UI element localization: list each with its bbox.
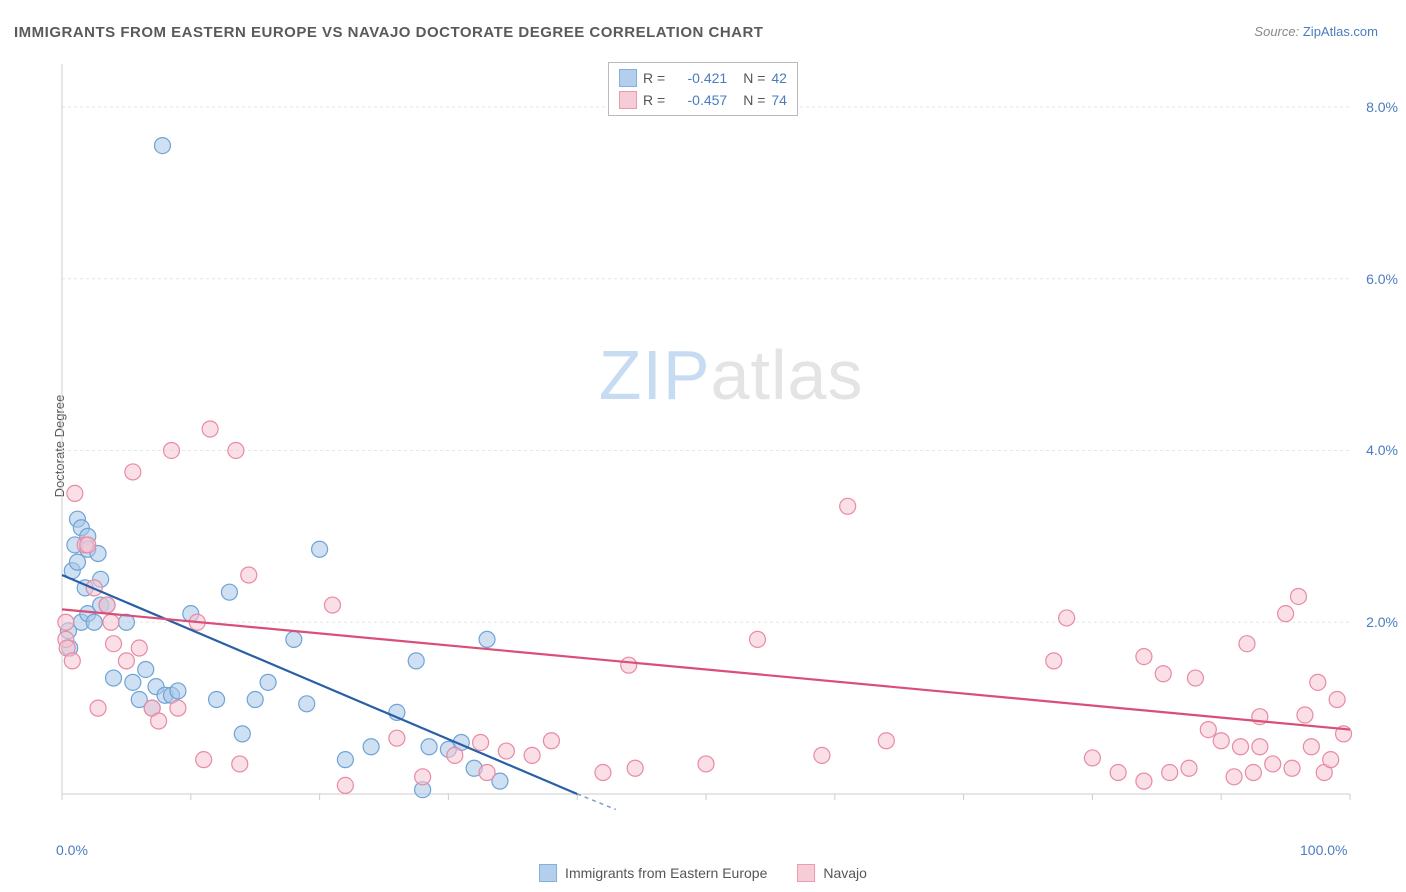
r-value: -0.457 <box>671 92 727 108</box>
x-tick-label: 0.0% <box>56 842 88 858</box>
legend-item: Immigrants from Eastern Europe <box>539 864 767 882</box>
y-tick-label: 2.0% <box>1366 614 1398 630</box>
n-label: N = <box>743 70 765 86</box>
series-name: Immigrants from Eastern Europe <box>565 865 767 881</box>
r-value: -0.421 <box>671 70 727 86</box>
y-tick-label: 4.0% <box>1366 442 1398 458</box>
legend-swatch <box>619 91 637 109</box>
legend-row: R = -0.457 N = 74 <box>619 89 787 111</box>
legend-item: Navajo <box>797 864 867 882</box>
source-link[interactable]: ZipAtlas.com <box>1303 24 1378 39</box>
scatter-chart <box>48 60 1364 830</box>
n-value: 42 <box>771 70 787 86</box>
r-label: R = <box>643 70 665 86</box>
series-name: Navajo <box>823 865 867 881</box>
y-tick-label: 8.0% <box>1366 99 1398 115</box>
series-legend: Immigrants from Eastern Europe Navajo <box>539 864 867 882</box>
legend-swatch <box>619 69 637 87</box>
legend-swatch <box>539 864 557 882</box>
r-label: R = <box>643 92 665 108</box>
chart-container <box>48 60 1364 830</box>
correlation-legend: R = -0.421 N = 42 R = -0.457 N = 74 <box>608 62 798 116</box>
y-tick-label: 6.0% <box>1366 271 1398 287</box>
x-tick-label: 100.0% <box>1300 842 1347 858</box>
legend-swatch <box>797 864 815 882</box>
n-value: 74 <box>771 92 787 108</box>
n-label: N = <box>743 92 765 108</box>
source-label: Source: <box>1254 24 1299 39</box>
legend-row: R = -0.421 N = 42 <box>619 67 787 89</box>
source-attribution: Source: ZipAtlas.com <box>1254 24 1378 39</box>
page-title: IMMIGRANTS FROM EASTERN EUROPE VS NAVAJO… <box>14 24 763 41</box>
